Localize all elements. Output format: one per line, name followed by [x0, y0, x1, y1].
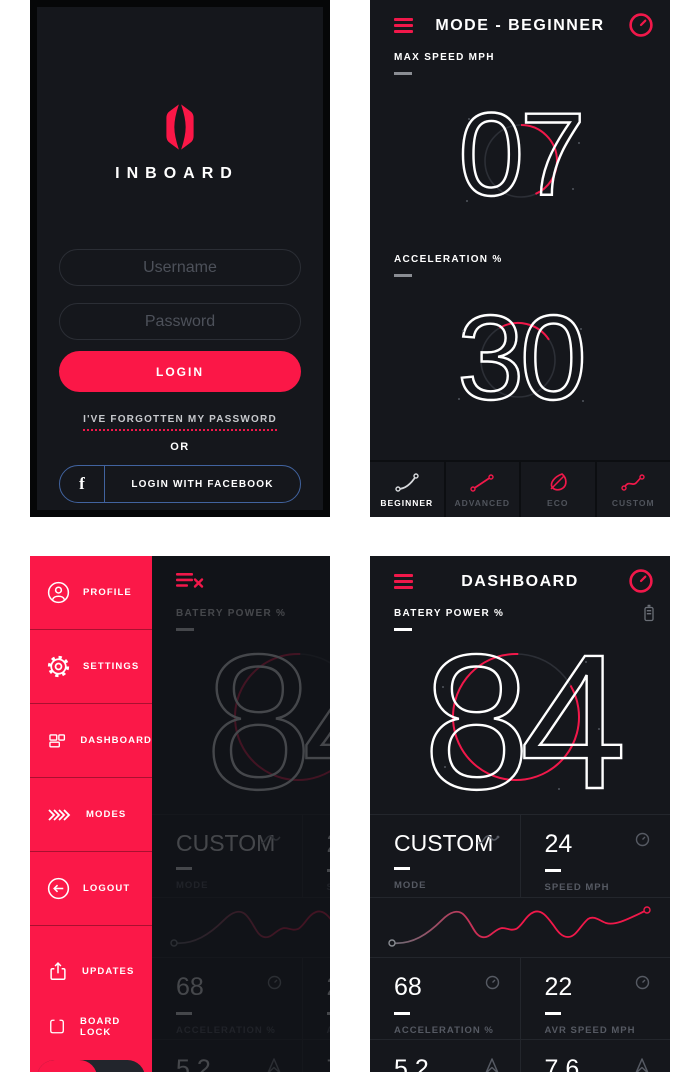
- bottom-right-value: 7.6: [544, 1055, 580, 1072]
- mode-curve-icon: [477, 835, 499, 845]
- acceleration-label: ACCELERATION %: [394, 1025, 494, 1036]
- menu-drawer: PROFILE SETTINGS DASHBOARD: [30, 556, 152, 1072]
- curve-easy-icon: [395, 472, 419, 492]
- facebook-login-label: LOGIN WITH FACEBOOK: [131, 478, 274, 490]
- profile-icon: [47, 581, 70, 604]
- chevrons-icon: [48, 808, 71, 821]
- gauge-clock-icon: [485, 975, 499, 990]
- upload-icon: [50, 962, 66, 981]
- toggle-on[interactable]: ON: [37, 1060, 97, 1072]
- avr-speed-label: AVR SPEED MPH: [544, 1025, 636, 1036]
- menu-item-logout[interactable]: LOGOUT: [30, 852, 152, 926]
- hamburger-menu-icon[interactable]: [394, 574, 413, 592]
- menu-item-board-lock[interactable]: BOARD LOCK: [30, 999, 152, 1054]
- password-input[interactable]: [59, 303, 301, 340]
- facebook-login-button[interactable]: f LOGIN WITH FACEBOOK: [59, 465, 301, 503]
- max-speed-ring: [484, 124, 558, 198]
- forgot-password-link[interactable]: I'VE FORGOTTEN MY PASSWORD: [37, 409, 323, 431]
- gauge-clock-icon: [635, 975, 650, 990]
- acceleration-ring: [480, 322, 556, 398]
- tab-advanced[interactable]: ADVANCED: [443, 462, 520, 517]
- mode-value: CUSTOM: [394, 830, 494, 856]
- board-power-toggle[interactable]: ON OFF: [37, 1060, 145, 1072]
- speed-chart: [370, 898, 670, 958]
- dimmed-dashboard: BATERY POWER % 84 CUSTOM MODE 24: [152, 556, 330, 1072]
- leaf-icon: [550, 472, 567, 491]
- hamburger-close-icon[interactable]: [176, 572, 206, 594]
- brand-name: INBOARD: [115, 165, 239, 182]
- mode-screen: MODE - BEGINNER MAX SPEED MPH 07 ACCELER…: [370, 0, 670, 517]
- hamburger-menu-icon[interactable]: [394, 18, 413, 36]
- line-steep-icon: [470, 473, 494, 492]
- bottom-left-value: 5.2: [394, 1055, 429, 1072]
- dashboard-grid-icon: [49, 734, 66, 748]
- max-speed-label: MAX SPEED MPH: [394, 52, 495, 75]
- menu-item-settings[interactable]: SETTINGS: [30, 630, 152, 704]
- mode-title: MODE - BEGINNER: [435, 17, 605, 34]
- avr-speed-value: 22: [544, 973, 573, 1001]
- speedometer-clock-icon[interactable]: [628, 12, 654, 43]
- speed-value: 24: [544, 830, 573, 858]
- menu-item-profile[interactable]: PROFILE: [30, 556, 152, 630]
- dashboard-row-2: 68 ACCELERATION % 22 AVR SPEED MPH: [370, 958, 670, 1040]
- cell-bottom-left: 5.2: [370, 1040, 520, 1072]
- cell-avr-speed: 22 AVR SPEED MPH: [519, 958, 671, 1039]
- menu-screen: BATERY POWER % 84 CUSTOM MODE 24: [30, 556, 330, 1072]
- max-speed-value: 07: [457, 89, 587, 221]
- tab-custom[interactable]: CUSTOM: [594, 462, 671, 517]
- speedometer-clock-icon[interactable]: [628, 568, 654, 599]
- peak-arrow-icon: [635, 1058, 649, 1072]
- battery-value: 84: [422, 614, 628, 829]
- peak-arrow-icon: [485, 1058, 498, 1072]
- board-lock-icon: [50, 1019, 64, 1034]
- logout-arrow-icon: [47, 877, 70, 900]
- username-input[interactable]: [59, 249, 301, 286]
- cell-bottom-right: 7.6: [519, 1040, 671, 1072]
- mode-label: MODE: [394, 880, 427, 891]
- dashboard-row-3: 5.2 7.6: [370, 1040, 670, 1072]
- dashboard-row-1: CUSTOM MODE 24 SPEED MPH: [370, 814, 670, 898]
- battery-ring: [452, 653, 580, 781]
- cell-acceleration: 68 ACCELERATION %: [370, 958, 520, 1039]
- login-button[interactable]: LOGIN: [59, 351, 301, 392]
- menu-item-dashboard[interactable]: DASHBOARD: [30, 704, 152, 778]
- dashboard-screen: DASHBOARD BATERY POWER %: [370, 556, 670, 1072]
- acceleration-value: 68: [394, 973, 422, 1001]
- inboard-logo: [37, 103, 323, 156]
- cell-speed: 24 SPEED MPH: [519, 815, 671, 897]
- battery-icon: [644, 604, 654, 627]
- menu-item-updates[interactable]: UPDATES: [30, 944, 152, 999]
- curve-custom-icon: [621, 473, 645, 491]
- battery-power-label: BATERY POWER %: [394, 608, 504, 631]
- mode-tabbar: BEGINNER ADVANCED ECO: [370, 460, 670, 517]
- tab-beginner[interactable]: BEGINNER: [370, 462, 444, 517]
- login-screen: INBOARD LOGIN I'VE FORGOTTEN MY PASSWORD…: [30, 0, 330, 517]
- menu-item-modes[interactable]: MODES: [30, 778, 152, 852]
- acceleration-label: ACCELERATION %: [394, 254, 503, 277]
- cell-mode: CUSTOM MODE: [370, 815, 520, 897]
- speed-label: SPEED MPH: [544, 882, 610, 893]
- or-label: OR: [170, 441, 190, 453]
- facebook-icon: f: [60, 466, 105, 502]
- gauge-clock-icon: [635, 832, 650, 847]
- acceleration-value: 30: [456, 291, 588, 425]
- tab-eco[interactable]: ECO: [519, 462, 595, 517]
- gear-icon: [47, 655, 70, 678]
- dashboard-content: BATERY POWER % 84: [370, 556, 670, 1072]
- dashboard-title: DASHBOARD: [461, 573, 579, 590]
